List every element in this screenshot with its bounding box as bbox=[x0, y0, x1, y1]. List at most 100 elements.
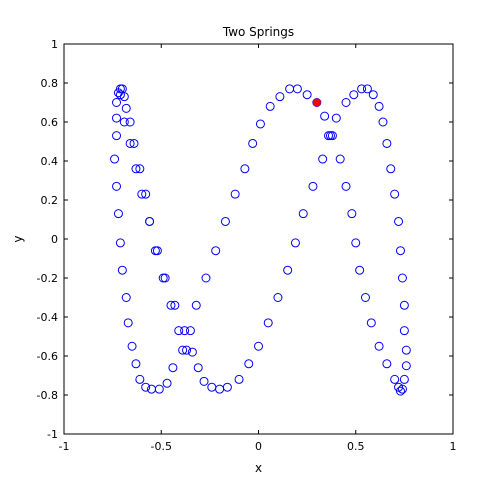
data-point bbox=[298, 209, 308, 219]
data-point bbox=[182, 345, 192, 355]
data-point bbox=[366, 318, 376, 328]
data-point bbox=[302, 90, 312, 100]
data-point bbox=[401, 345, 411, 355]
data-points bbox=[110, 84, 411, 396]
data-point bbox=[199, 376, 209, 386]
data-point bbox=[112, 131, 122, 141]
data-point bbox=[265, 101, 275, 111]
data-point bbox=[347, 209, 357, 219]
data-point bbox=[119, 117, 129, 127]
data-point bbox=[131, 359, 141, 369]
data-point bbox=[394, 216, 404, 226]
data-point bbox=[115, 238, 125, 248]
data-point bbox=[234, 374, 244, 384]
data-point bbox=[115, 90, 125, 100]
data-point bbox=[254, 341, 263, 351]
y-tick-label: 1 bbox=[51, 38, 58, 51]
x-tick-label: 0 bbox=[255, 440, 262, 453]
data-point bbox=[273, 293, 283, 302]
x-tick-label: 1 bbox=[450, 440, 457, 453]
data-point bbox=[178, 345, 188, 355]
data-point bbox=[170, 300, 180, 310]
y-tick-label: 0.2 bbox=[41, 194, 59, 207]
data-point bbox=[168, 363, 178, 373]
x-tick-label: -0.5 bbox=[151, 440, 172, 453]
data-point bbox=[355, 265, 365, 275]
data-point bbox=[240, 164, 250, 174]
data-point bbox=[397, 384, 407, 394]
data-point bbox=[125, 117, 135, 127]
data-point bbox=[390, 374, 400, 384]
data-point bbox=[121, 103, 131, 113]
data-point bbox=[230, 189, 240, 199]
y-tick-label: -0.8 bbox=[37, 389, 58, 402]
data-point bbox=[110, 154, 120, 164]
data-point bbox=[174, 326, 184, 336]
data-point bbox=[145, 216, 155, 226]
data-point bbox=[135, 164, 145, 174]
data-point bbox=[185, 326, 195, 336]
data-point bbox=[399, 326, 409, 336]
data-point bbox=[357, 84, 367, 94]
data-point bbox=[308, 181, 318, 191]
data-point bbox=[399, 374, 409, 384]
data-point bbox=[255, 119, 265, 129]
data-point bbox=[341, 98, 351, 107]
data-point bbox=[378, 117, 388, 127]
data-point bbox=[127, 341, 137, 351]
x-axis-label: x bbox=[255, 461, 262, 475]
data-point bbox=[112, 181, 122, 191]
y-tick-label: 0.4 bbox=[41, 155, 59, 168]
data-point bbox=[207, 382, 217, 392]
data-point bbox=[318, 154, 328, 164]
data-point bbox=[193, 363, 203, 373]
data-point bbox=[160, 273, 170, 283]
data-point bbox=[368, 90, 378, 100]
data-point bbox=[112, 98, 122, 107]
data-point bbox=[341, 181, 351, 191]
data-point bbox=[395, 386, 405, 396]
data-point bbox=[131, 164, 141, 174]
data-point bbox=[112, 113, 122, 123]
data-point bbox=[166, 300, 176, 310]
highlighted-point bbox=[312, 98, 321, 107]
data-point bbox=[137, 189, 147, 199]
x-tick-label: -1 bbox=[59, 440, 70, 453]
data-point bbox=[211, 246, 221, 256]
chart-title: Two Springs bbox=[222, 25, 294, 39]
x-tick-label: 0.5 bbox=[347, 440, 365, 453]
data-point bbox=[374, 341, 384, 351]
data-point bbox=[113, 209, 123, 219]
data-point bbox=[141, 189, 151, 199]
data-point bbox=[248, 138, 258, 148]
y-tick-label: 0.8 bbox=[41, 77, 59, 90]
data-point bbox=[382, 138, 392, 148]
data-point bbox=[401, 361, 411, 371]
y-axis-label: y bbox=[11, 235, 25, 242]
data-point bbox=[362, 84, 372, 94]
data-point bbox=[349, 90, 359, 100]
data-point bbox=[125, 138, 135, 148]
data-point bbox=[351, 238, 361, 248]
data-point bbox=[244, 359, 254, 369]
y-tick-label: -1 bbox=[47, 428, 58, 441]
data-point bbox=[141, 382, 151, 392]
data-point bbox=[397, 273, 407, 283]
data-point bbox=[335, 154, 345, 164]
data-point bbox=[360, 293, 370, 302]
data-point bbox=[129, 138, 139, 148]
data-point bbox=[180, 326, 190, 336]
data-point bbox=[191, 300, 201, 310]
data-point bbox=[324, 131, 334, 141]
data-point bbox=[117, 265, 127, 275]
data-point bbox=[320, 111, 330, 121]
data-point bbox=[327, 131, 337, 141]
data-point bbox=[220, 216, 230, 226]
data-point bbox=[331, 113, 341, 123]
data-point bbox=[263, 318, 273, 328]
data-point bbox=[382, 359, 392, 369]
data-point bbox=[162, 378, 172, 388]
data-point bbox=[201, 273, 211, 283]
y-tick-label: 0 bbox=[51, 233, 58, 246]
